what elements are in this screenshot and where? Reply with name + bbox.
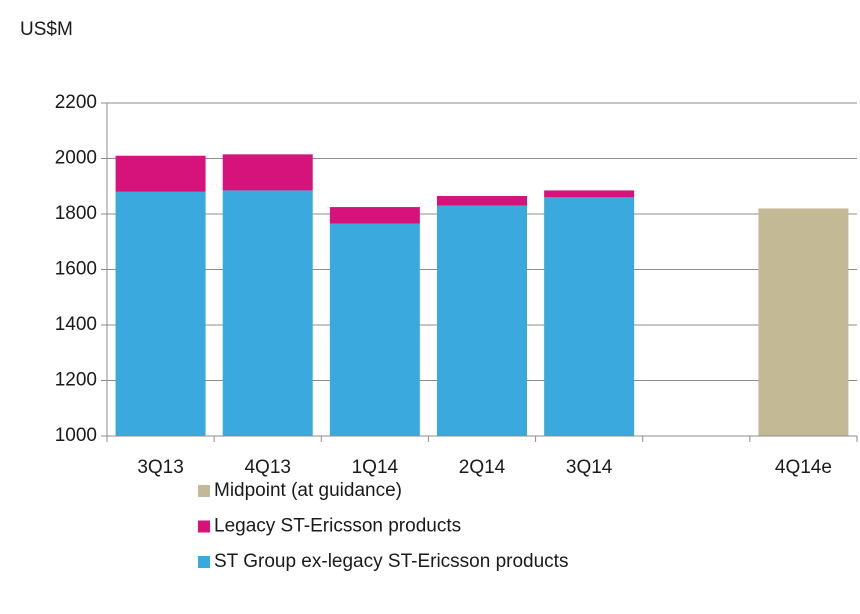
chart-title: US$M [20, 19, 73, 40]
y-tick-label: 1600 [55, 259, 97, 280]
bar-segment [758, 208, 849, 436]
x-tick-label: 2Q14 [459, 457, 506, 478]
x-tick-label: 4Q13 [244, 457, 290, 478]
y-tick-label: 2000 [55, 148, 97, 169]
bar-segment [222, 154, 313, 191]
bar-segment [544, 190, 635, 198]
bar-segment [222, 190, 313, 436]
y-tick-label: 1200 [55, 370, 97, 391]
legend-swatch [198, 556, 210, 568]
legend-swatch [198, 520, 210, 533]
x-tick-label: 4Q14e [775, 457, 832, 478]
bar-segment [115, 191, 206, 436]
x-tick-label: 3Q13 [137, 457, 183, 478]
y-tick-label: 1000 [55, 425, 97, 446]
legend-label: Midpoint (at guidance) [214, 480, 402, 501]
y-tick-label: 1400 [55, 314, 97, 335]
y-tick-label: 1800 [55, 203, 97, 224]
bar-segment [329, 223, 420, 436]
bar-segment [437, 205, 527, 436]
legend-swatch [198, 485, 210, 497]
y-tick-label: 2200 [55, 92, 97, 113]
x-tick-label: 3Q14 [566, 457, 613, 478]
x-tick-label: 1Q14 [352, 457, 399, 478]
bar-segment [544, 197, 635, 436]
bar-segment [115, 155, 206, 192]
bar-segment [329, 207, 420, 224]
bar-segment [437, 195, 527, 206]
legend-label: Legacy ST-Ericsson products [214, 516, 461, 537]
legend-label: ST Group ex-legacy ST-Ericsson products [214, 551, 568, 572]
